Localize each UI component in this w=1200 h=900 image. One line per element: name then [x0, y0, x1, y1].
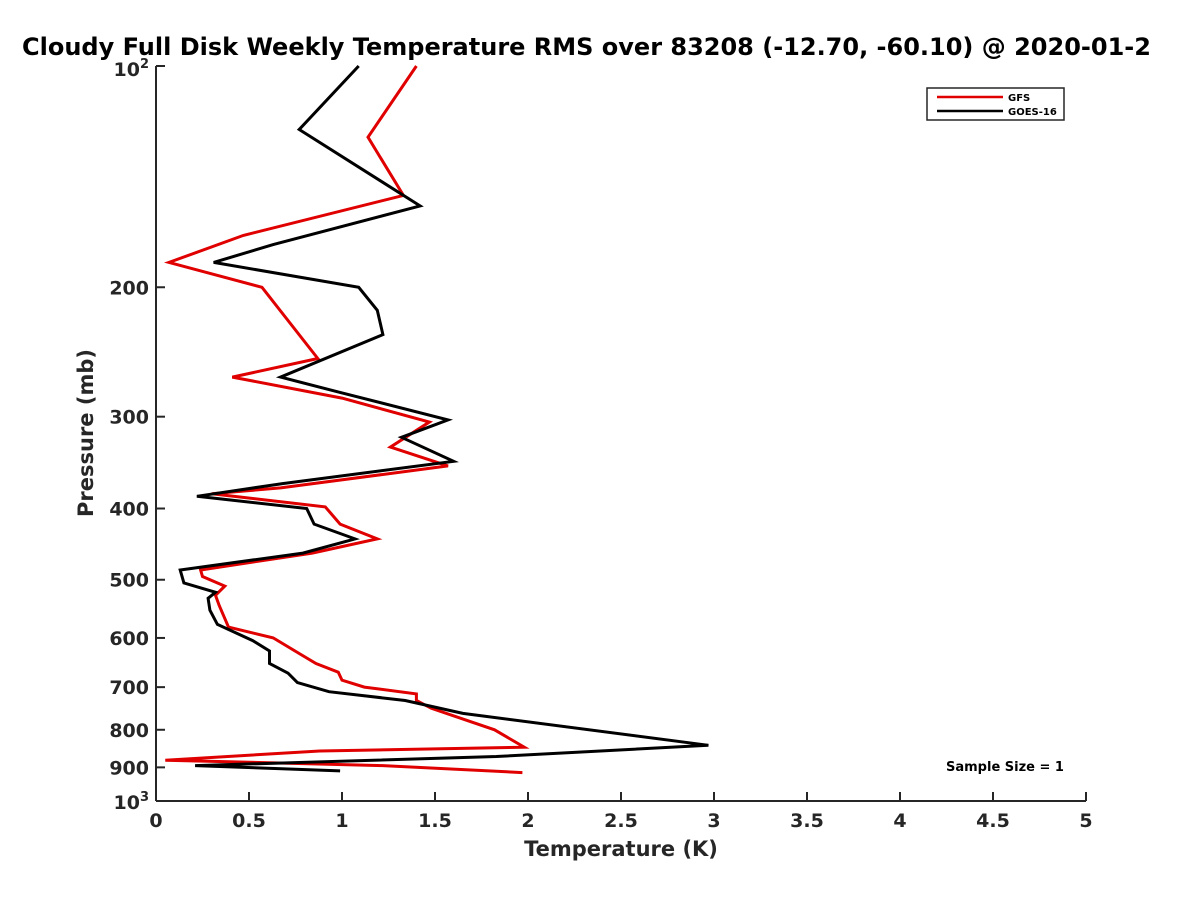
- x-tick-label: 5: [1079, 810, 1092, 832]
- series-layer: [164, 64, 709, 775]
- x-axis-label: Temperature (K): [524, 837, 718, 861]
- legend: GFS GOES-16: [926, 87, 1065, 121]
- x-ticks: 0 0.5 1 1.5 2 2.5 3 3.5 4 4.5 5: [149, 792, 1093, 832]
- x-tick-label: 3: [707, 810, 720, 832]
- y-axis-label: Pressure (mb): [74, 349, 98, 517]
- y-ticks: 200 300 400 500 600 700 800 900: [109, 65, 165, 802]
- x-tick-label: 3.5: [790, 810, 824, 832]
- x-tick-label: 1: [335, 810, 348, 832]
- x-tick-label: 0: [149, 810, 162, 832]
- chart-title: Cloudy Full Disk Weekly Temperature RMS …: [22, 33, 1151, 61]
- y-tick-label: 700: [109, 677, 149, 699]
- sample-size-note: Sample Size = 1: [946, 760, 1064, 775]
- y-tick-label: 600: [109, 628, 149, 650]
- y-tick-label: 400: [109, 499, 149, 521]
- legend-box: [926, 87, 1065, 121]
- y-tick-label: 200: [109, 277, 149, 299]
- y-tick-label: 900: [109, 757, 149, 779]
- x-tick-label: 1.5: [418, 810, 452, 832]
- x-tick-label: 2.5: [604, 810, 638, 832]
- x-tick-label: 2: [521, 810, 534, 832]
- series-line-goes16: [178, 64, 709, 773]
- y-tick-label: 300: [109, 407, 149, 429]
- x-tick-label: 0.5: [232, 810, 266, 832]
- legend-label-goes16: GOES-16: [1008, 107, 1057, 118]
- x-tick-label: 4: [893, 810, 906, 832]
- y-tick-label: 800: [109, 720, 149, 742]
- y-tick-label-bottom: 103: [114, 790, 150, 814]
- y-tick-label: 500: [109, 570, 149, 592]
- series-line-gfs: [164, 65, 530, 775]
- x-tick-label: 4.5: [976, 810, 1010, 832]
- y-tick-label-top: 102: [114, 57, 150, 81]
- legend-label-gfs: GFS: [1008, 93, 1030, 104]
